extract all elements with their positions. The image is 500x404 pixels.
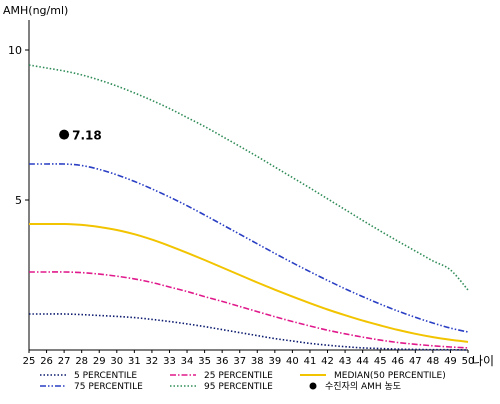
- legend-label-5-percentile: 5 PERCENTILE: [74, 371, 137, 381]
- series-line-median-50-percentile: [29, 222, 469, 343]
- legend-label-75-percentile: 75 PERCENTILE: [74, 382, 143, 392]
- x-tick-label: 49: [444, 356, 457, 367]
- patient-amh-value-label: 7.18: [72, 129, 102, 143]
- x-tick-label: 34: [181, 356, 194, 367]
- y-axis-label: AMH(ng/ml): [3, 4, 68, 17]
- x-tick-label: 43: [339, 356, 352, 367]
- legend-label-25-percentile: 25 PERCENTILE: [204, 371, 273, 381]
- x-tick-label: 47: [409, 356, 422, 367]
- x-tick-label: 48: [427, 356, 440, 367]
- legend-swatch-patient-point: [309, 382, 317, 390]
- legend: 5 PERCENTILE 25 PERCENTILE MEDIAN(50 PERCE…: [40, 371, 446, 392]
- y-tick-label: 5: [15, 194, 22, 207]
- y-tick-group: 5 10: [8, 44, 29, 207]
- x-tick-label: 35: [198, 356, 211, 367]
- x-tick-label: 33: [163, 356, 176, 367]
- legend-label-median-50-percentile: MEDIAN(50 PERCENTILE): [334, 371, 446, 381]
- x-tick-label: 44: [356, 356, 369, 367]
- y-tick-label: 10: [8, 44, 22, 57]
- x-tick-label: 30: [110, 356, 123, 367]
- x-tick-label: 38: [251, 356, 264, 367]
- series-line-5-percentile: [29, 313, 469, 351]
- legend-label-95-percentile: 95 PERCENTILE: [204, 382, 273, 392]
- x-tick-label: 27: [58, 356, 71, 367]
- x-tick-label: 41: [304, 356, 317, 367]
- patient-point-layer: 7.18: [59, 129, 102, 143]
- x-tick-group: 25 26 27 28 29 30 31 32 33 34 35 36 37 38 39 40 41 42 43 44…: [23, 350, 475, 367]
- x-tick-label: 50: [462, 356, 475, 367]
- series-line-25-percentile: [29, 271, 469, 349]
- x-tick-label: 26: [40, 356, 53, 367]
- x-tick-label: 39: [268, 356, 281, 367]
- series-line-95-percentile: [28, 64, 469, 291]
- patient-amh-point: [59, 129, 70, 140]
- x-tick-label: 32: [146, 356, 159, 367]
- x-tick-label: 46: [391, 356, 404, 367]
- x-tick-label: 29: [93, 356, 106, 367]
- x-tick-label: 25: [23, 356, 36, 367]
- x-tick-label: 28: [75, 356, 88, 367]
- x-tick-label: 45: [374, 356, 387, 367]
- series-lines: [28, 64, 469, 351]
- x-tick-label: 31: [128, 356, 141, 367]
- x-tick-label: 36: [216, 356, 229, 367]
- legend-label-patient-point: 수진자의 AMH 농도: [325, 381, 401, 392]
- x-tick-label: 42: [321, 356, 334, 367]
- x-axis-label: 나이: [472, 354, 494, 368]
- x-tick-label: 40: [286, 356, 299, 367]
- series-line-75-percentile: [29, 163, 469, 333]
- x-tick-label: 37: [233, 356, 246, 367]
